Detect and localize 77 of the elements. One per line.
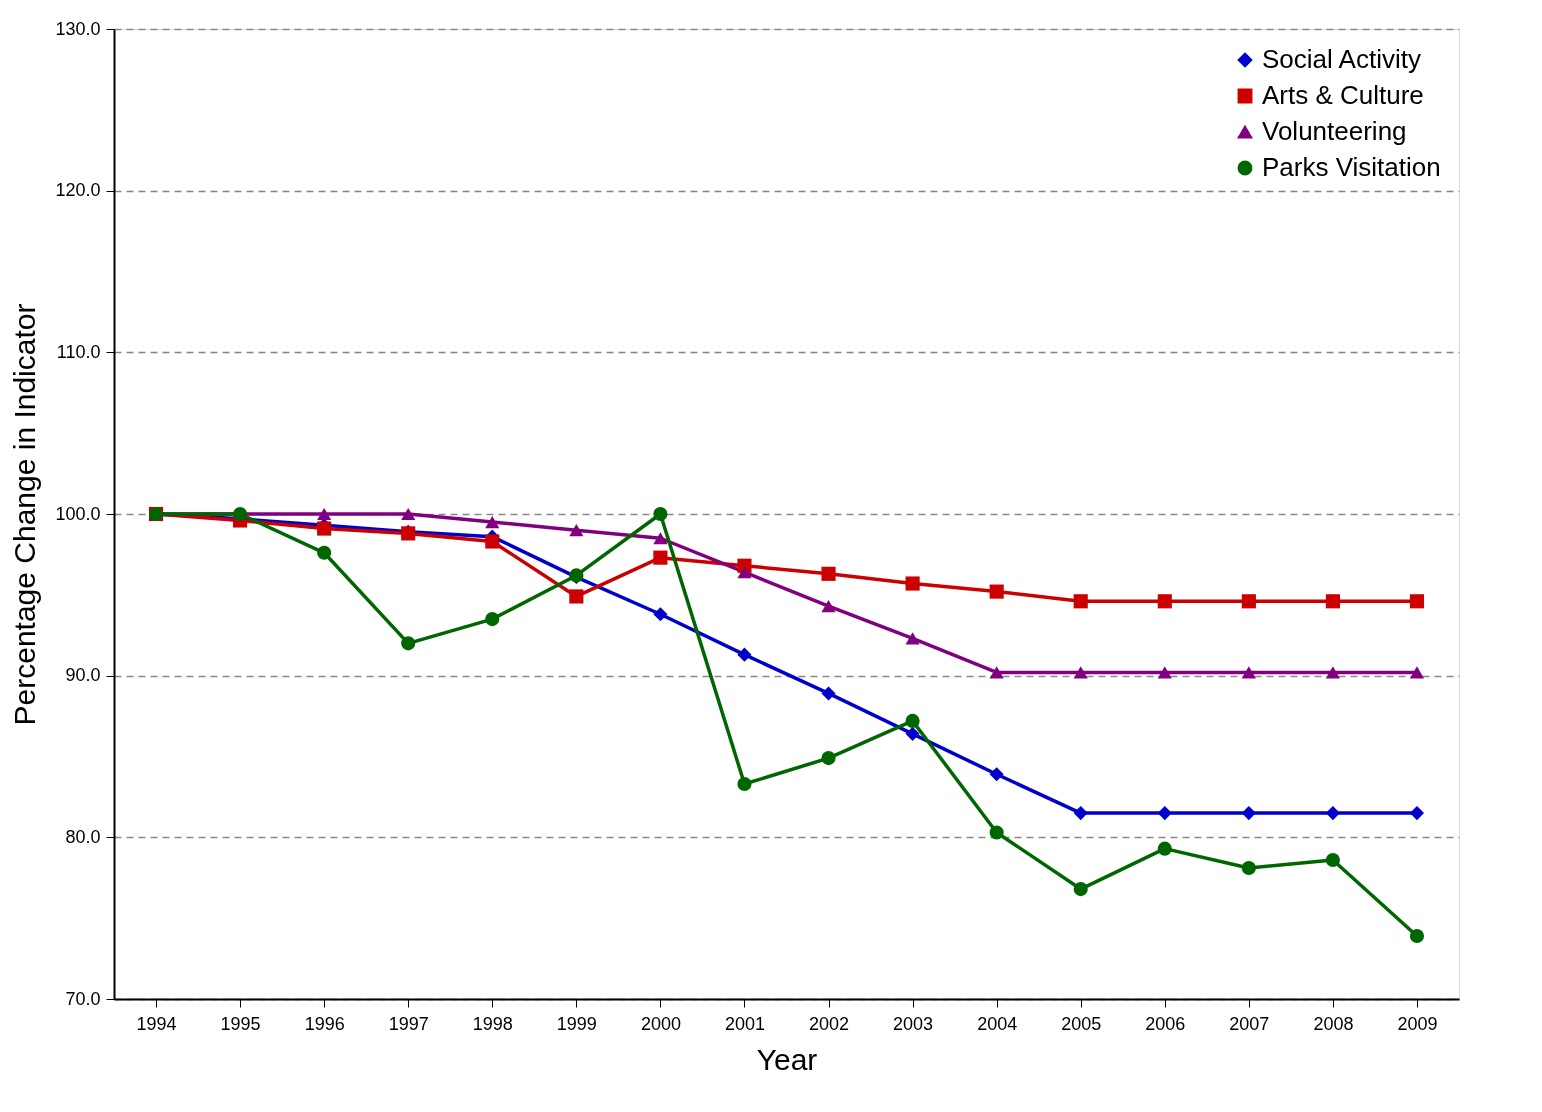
point <box>1325 852 1340 868</box>
point <box>317 507 332 521</box>
y-tick-label: 130.0 <box>55 18 101 39</box>
x-axis-title: Year <box>756 1042 818 1076</box>
x-tick-label: 2003 <box>893 1013 934 1034</box>
point <box>905 713 920 728</box>
x-tick-label: 1996 <box>304 1013 345 1034</box>
point <box>905 576 920 591</box>
point <box>821 686 836 701</box>
y-tick-label: 100.0 <box>55 503 101 524</box>
point <box>1073 882 1088 897</box>
legend-label: Arts & Culture <box>1262 80 1424 110</box>
y-tick-label: 120.0 <box>55 180 101 201</box>
x-tick-label: 2002 <box>809 1013 850 1034</box>
point <box>737 776 752 792</box>
point <box>653 532 668 545</box>
point <box>1241 666 1256 679</box>
legend-label: Volunteering <box>1262 116 1407 146</box>
x-tick-label: 2001 <box>724 1013 765 1034</box>
point <box>1241 806 1256 821</box>
point <box>401 507 416 521</box>
point <box>569 524 584 537</box>
point <box>821 600 836 613</box>
point <box>1409 928 1425 944</box>
x-tick-label: 2004 <box>977 1013 1018 1034</box>
x-tick-label: 2005 <box>1061 1013 1102 1034</box>
point <box>653 550 668 565</box>
point <box>737 566 752 579</box>
point <box>1325 666 1340 679</box>
point <box>905 726 920 741</box>
point <box>569 589 584 604</box>
legend-label: Parks Visitation <box>1262 152 1441 182</box>
x-tick-label: 1994 <box>136 1013 177 1034</box>
point <box>1241 860 1256 876</box>
point <box>989 666 1004 679</box>
point <box>485 534 500 549</box>
point <box>1409 806 1425 821</box>
point <box>1409 594 1425 609</box>
point <box>737 647 752 662</box>
point <box>1241 594 1256 609</box>
point <box>1073 594 1088 609</box>
point <box>1157 841 1172 856</box>
x-tick-label: 1999 <box>556 1013 597 1034</box>
x-tick-label: 1998 <box>472 1013 513 1034</box>
point <box>989 767 1004 782</box>
point <box>1409 666 1425 679</box>
y-tick-label: 80.0 <box>65 826 101 847</box>
y-tick-label: 90.0 <box>65 665 101 686</box>
y-tick-label: 110.0 <box>56 341 101 362</box>
x-tick-label: 2009 <box>1397 1013 1438 1034</box>
point <box>401 636 416 651</box>
point <box>821 751 836 766</box>
x-tick-label: 1995 <box>220 1013 261 1034</box>
y-axis-title: Percentage Change in Indicator <box>8 303 42 726</box>
x-tick-label: 2006 <box>1145 1013 1186 1034</box>
point <box>1325 806 1340 821</box>
point <box>989 825 1004 840</box>
point <box>905 632 920 645</box>
point <box>1157 594 1172 609</box>
point <box>1073 666 1088 679</box>
point <box>989 584 1004 599</box>
x-tick-label: 2008 <box>1313 1013 1354 1034</box>
point <box>653 506 668 522</box>
point <box>317 545 332 560</box>
point <box>1157 666 1172 679</box>
point <box>1073 806 1088 821</box>
point <box>1157 806 1172 821</box>
y-tick-label: 70.0 <box>65 988 101 1009</box>
x-tick-label: 2000 <box>640 1013 681 1034</box>
point <box>485 612 500 627</box>
x-tick-label: 1997 <box>388 1013 429 1034</box>
point <box>1325 594 1340 609</box>
x-tick-label: 2007 <box>1229 1013 1270 1034</box>
point <box>653 607 668 622</box>
point <box>485 515 500 529</box>
point <box>821 566 836 581</box>
legend-label: Social Activity <box>1262 44 1421 74</box>
